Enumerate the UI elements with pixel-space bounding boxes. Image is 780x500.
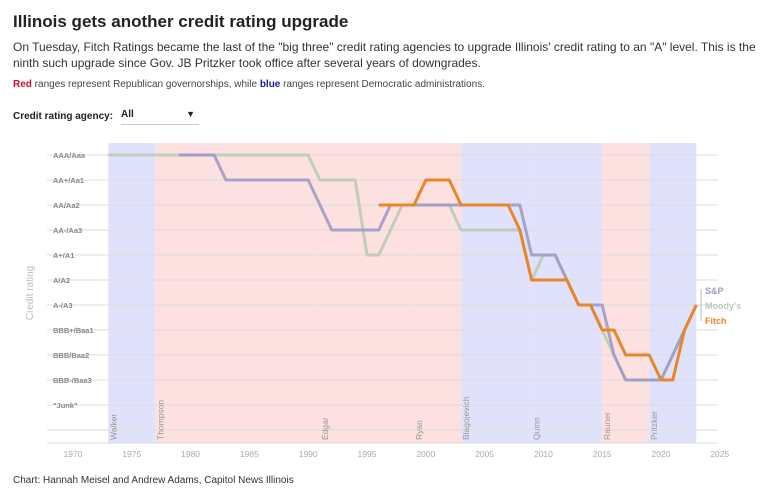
x-tick-label: 2025: [710, 449, 729, 459]
x-tick-label: 2005: [475, 449, 494, 459]
y-tick-label: A/A2: [53, 276, 70, 285]
governor-band: [461, 143, 532, 443]
x-tick-label: 2000: [416, 449, 435, 459]
credit-line: Chart: Hannah Meisel and Andrew Adams, C…: [13, 475, 294, 486]
x-tick-label: 2020: [652, 449, 671, 459]
governor-band: [155, 143, 320, 443]
governor-band: [531, 143, 603, 443]
legend-note: Red ranges represent Republican governor…: [13, 79, 485, 90]
governor-label: Ryan: [414, 420, 424, 440]
y-axis-title: Credit rating: [25, 266, 36, 320]
x-tick-label: 2015: [593, 449, 612, 459]
filter-label: Credit rating agency:: [13, 110, 114, 122]
note-mid: ranges represent Republican governorship…: [31, 79, 260, 90]
governor-band: [108, 143, 156, 443]
series-line-sp: [178, 153, 698, 382]
y-tick-label: BBB-/Baa3: [53, 376, 92, 385]
note-end: ranges represent Democratic administrati…: [280, 79, 485, 90]
legend-label: Fitch: [705, 316, 727, 326]
governor-band: [602, 143, 650, 443]
subtitle: On Tuesday, Fitch Ratings became the las…: [13, 40, 756, 70]
x-tick-label: 1985: [240, 449, 259, 459]
y-tick-label: "Junk": [53, 401, 78, 410]
governor-label: Edgar: [320, 417, 330, 440]
y-tick-label: BBB+/Baa1: [53, 326, 94, 335]
x-tick-label: 1970: [64, 449, 83, 459]
y-tick-label: BBB/Baa2: [53, 351, 89, 360]
agency-filter: Credit rating agency: All ▼: [13, 107, 200, 125]
x-tick-label: 1990: [299, 449, 318, 459]
x-tick-label: 1995: [358, 449, 377, 459]
y-tick-label: AA/Aa2: [53, 201, 80, 210]
y-tick-label: AAA/Aaa: [53, 151, 86, 160]
y-tick-label: A-/A3: [53, 301, 73, 310]
page-title: Illinois gets another credit rating upgr…: [13, 12, 349, 31]
legend-label: Moody's: [705, 301, 741, 311]
governor-label: Walker: [108, 414, 118, 440]
governor-label: Thompson: [155, 400, 165, 440]
y-tick-label: A+/A1: [53, 251, 74, 260]
governor-label: Rauner: [602, 412, 612, 440]
governor-band: [649, 143, 697, 443]
caret-down-icon: ▼: [186, 109, 196, 119]
governor-band: [319, 143, 415, 443]
x-tick-label: 2010: [534, 449, 553, 459]
y-tick-label: AA+/Aa1: [53, 176, 84, 185]
agency-select[interactable]: All ▼: [121, 107, 200, 125]
governor-band: [414, 143, 462, 443]
governor-label: Blagojevich: [461, 396, 471, 440]
note-blue: blue: [259, 79, 281, 90]
legend-label: S&P: [705, 286, 724, 296]
x-tick-label: 1980: [181, 449, 200, 459]
x-tick-label: 1975: [122, 449, 141, 459]
note-red: Red: [13, 79, 32, 90]
select-value: All: [121, 109, 134, 120]
governor-label: Quinn: [532, 417, 542, 440]
y-tick-label: AA-/Aa3: [53, 226, 82, 235]
governor-label: Pritzker: [649, 411, 659, 440]
series-line-fitch: [378, 178, 698, 382]
